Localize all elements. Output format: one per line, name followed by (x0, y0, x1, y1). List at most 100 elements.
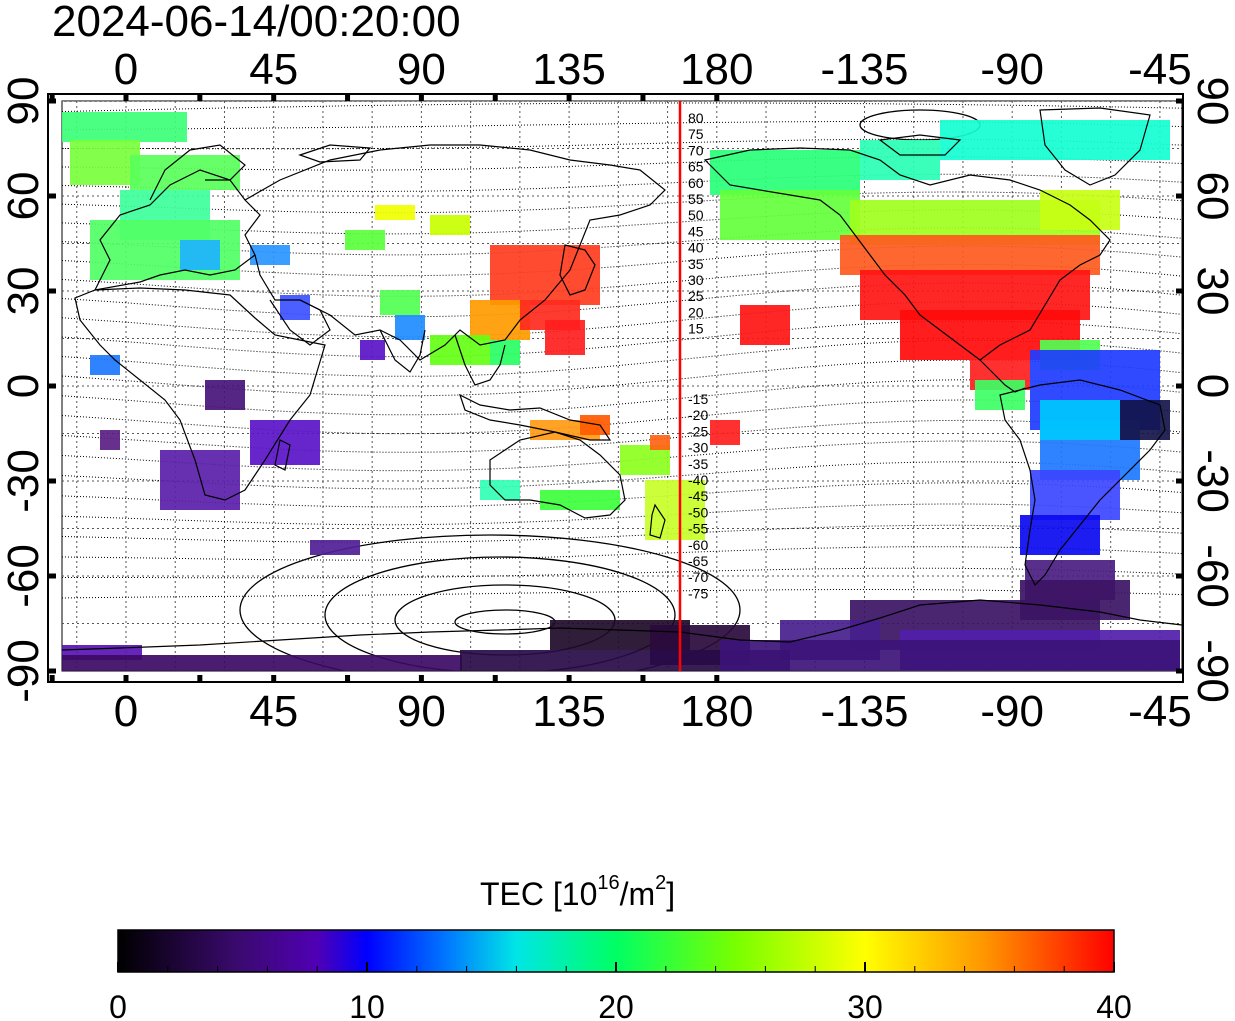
maglat-label-south: -40 (688, 472, 708, 488)
coast-greenland (1039, 107, 1151, 186)
maglat-label-south: -35 (688, 456, 708, 472)
maglat-label-north: 60 (688, 175, 704, 191)
y-tick-label-left: -90 (0, 639, 48, 703)
timestamp-label: 2024-06-14/00:20:00 (52, 0, 461, 46)
x-tick-label-top: 90 (397, 45, 446, 94)
y-tick-label-left: 30 (0, 267, 48, 316)
tec-patch (180, 240, 220, 270)
x-tick-label-top: 45 (249, 45, 298, 94)
tec-patch (62, 112, 187, 142)
coast-africa (74, 287, 326, 501)
longitude-labels-bottom: 0 45 90 135 180 -135 -90 -45 (114, 687, 1192, 736)
x-tick-label-bottom: 45 (249, 687, 298, 736)
maglat-label-north: 25 (688, 288, 704, 304)
tec-patch (380, 290, 420, 315)
coast-north-america (703, 147, 1111, 361)
tec-patch (62, 655, 462, 671)
colorbar-tick-label: 10 (349, 989, 385, 1021)
tec-patch (540, 490, 620, 510)
coast-nz (649, 503, 666, 539)
colorbar-tick-label: 30 (847, 989, 883, 1021)
longitude-labels-top: 0 45 90 135 180 -135 -90 -45 (114, 45, 1192, 94)
maglat-label-north: 20 (688, 304, 704, 320)
maglat-label-north: 65 (688, 159, 704, 175)
tec-patch (430, 215, 470, 235)
coast-indonesia (458, 393, 612, 441)
colorbar-tick-label: 0 (109, 989, 127, 1021)
maglat-label-north: 50 (688, 207, 704, 223)
y-tick-label-right: 60 (1188, 172, 1235, 221)
maglat-label-north: 30 (688, 272, 704, 288)
tec-patch (710, 420, 740, 445)
latitude-labels-left: 90 60 30 0 -30 -60 -90 (0, 77, 48, 703)
tec-patch (490, 340, 520, 365)
tec-patch (710, 150, 860, 195)
colorbar-tick-label: 40 (1096, 989, 1132, 1021)
frame-ticks (48, 94, 1183, 682)
tec-patch (840, 235, 1100, 275)
maglat-label-north: 55 (688, 191, 704, 207)
tec-patch (250, 245, 290, 265)
coast-india (379, 329, 426, 373)
maglat-label-north: 40 (688, 240, 704, 256)
tec-patch (480, 480, 520, 500)
maglat-label-south: -55 (688, 521, 708, 537)
maglat-label-south: -30 (688, 440, 708, 456)
coast-australia (489, 431, 626, 519)
tec-patch (205, 380, 245, 410)
maglat-label-north: 35 (688, 256, 704, 272)
maglat-label-south: -50 (688, 504, 708, 520)
tec-patch (740, 305, 790, 345)
colorbar-tick-label: 20 (598, 989, 634, 1021)
x-tick-label-bottom: -45 (1128, 687, 1192, 736)
coast-madagascar (274, 439, 291, 471)
y-tick-label-right: -30 (1188, 449, 1235, 513)
tec-patch (645, 480, 705, 540)
x-tick-label-bottom: -90 (980, 687, 1044, 736)
tec-patch (280, 295, 310, 320)
tec-patch (1030, 470, 1120, 520)
tec-patch (720, 640, 1180, 671)
x-tick-label-bottom: 0 (114, 687, 138, 736)
coast-se-asia (454, 334, 506, 386)
y-tick-label-right: -90 (1188, 639, 1235, 703)
x-tick-label-top: -135 (820, 45, 908, 94)
y-tick-label-left: 60 (0, 172, 48, 221)
coast-japan (559, 244, 596, 296)
x-tick-label-bottom: 90 (397, 687, 446, 736)
maglat-label-north: 75 (688, 126, 704, 142)
y-tick-label-left: -60 (0, 544, 48, 608)
maglat-label-south: -75 (688, 585, 708, 601)
y-tick-label-left: -30 (0, 449, 48, 513)
tec-patch (345, 230, 385, 250)
maglat-label-south: -60 (688, 537, 708, 553)
maglat-label-south: -15 (688, 391, 708, 407)
y-tick-label-left: 90 (0, 77, 48, 126)
coast-arctic-islands (298, 134, 962, 163)
maglat-label-north: 70 (688, 142, 704, 158)
maglat-label-south: -25 (688, 423, 708, 439)
tec-patch (1040, 400, 1120, 440)
tec-patch (720, 190, 860, 240)
coastlines (62, 107, 1182, 651)
tec-patch (160, 450, 240, 510)
coast-europe (93, 169, 261, 291)
tec-patch (360, 340, 385, 360)
latitude-labels-right: 90 60 30 0 -30 -60 -90 (1188, 77, 1235, 703)
x-tick-label-bottom: 180 (680, 687, 753, 736)
maglat-label-south: -20 (688, 407, 708, 423)
tec-patch (70, 140, 140, 185)
coast-arabia (269, 299, 331, 346)
coast-south-america (999, 379, 1166, 587)
maglat-label-north: 15 (688, 321, 704, 337)
maglat-label-north: 45 (688, 223, 704, 239)
maglat-label-south: -65 (688, 553, 708, 569)
tec-patch (580, 415, 610, 435)
x-tick-label-top: 135 (532, 45, 605, 94)
y-tick-label-right: 0 (1188, 374, 1235, 398)
maglat-label-south: -45 (688, 488, 708, 504)
x-tick-label-top: 180 (680, 45, 753, 94)
coast-asia (244, 144, 666, 361)
